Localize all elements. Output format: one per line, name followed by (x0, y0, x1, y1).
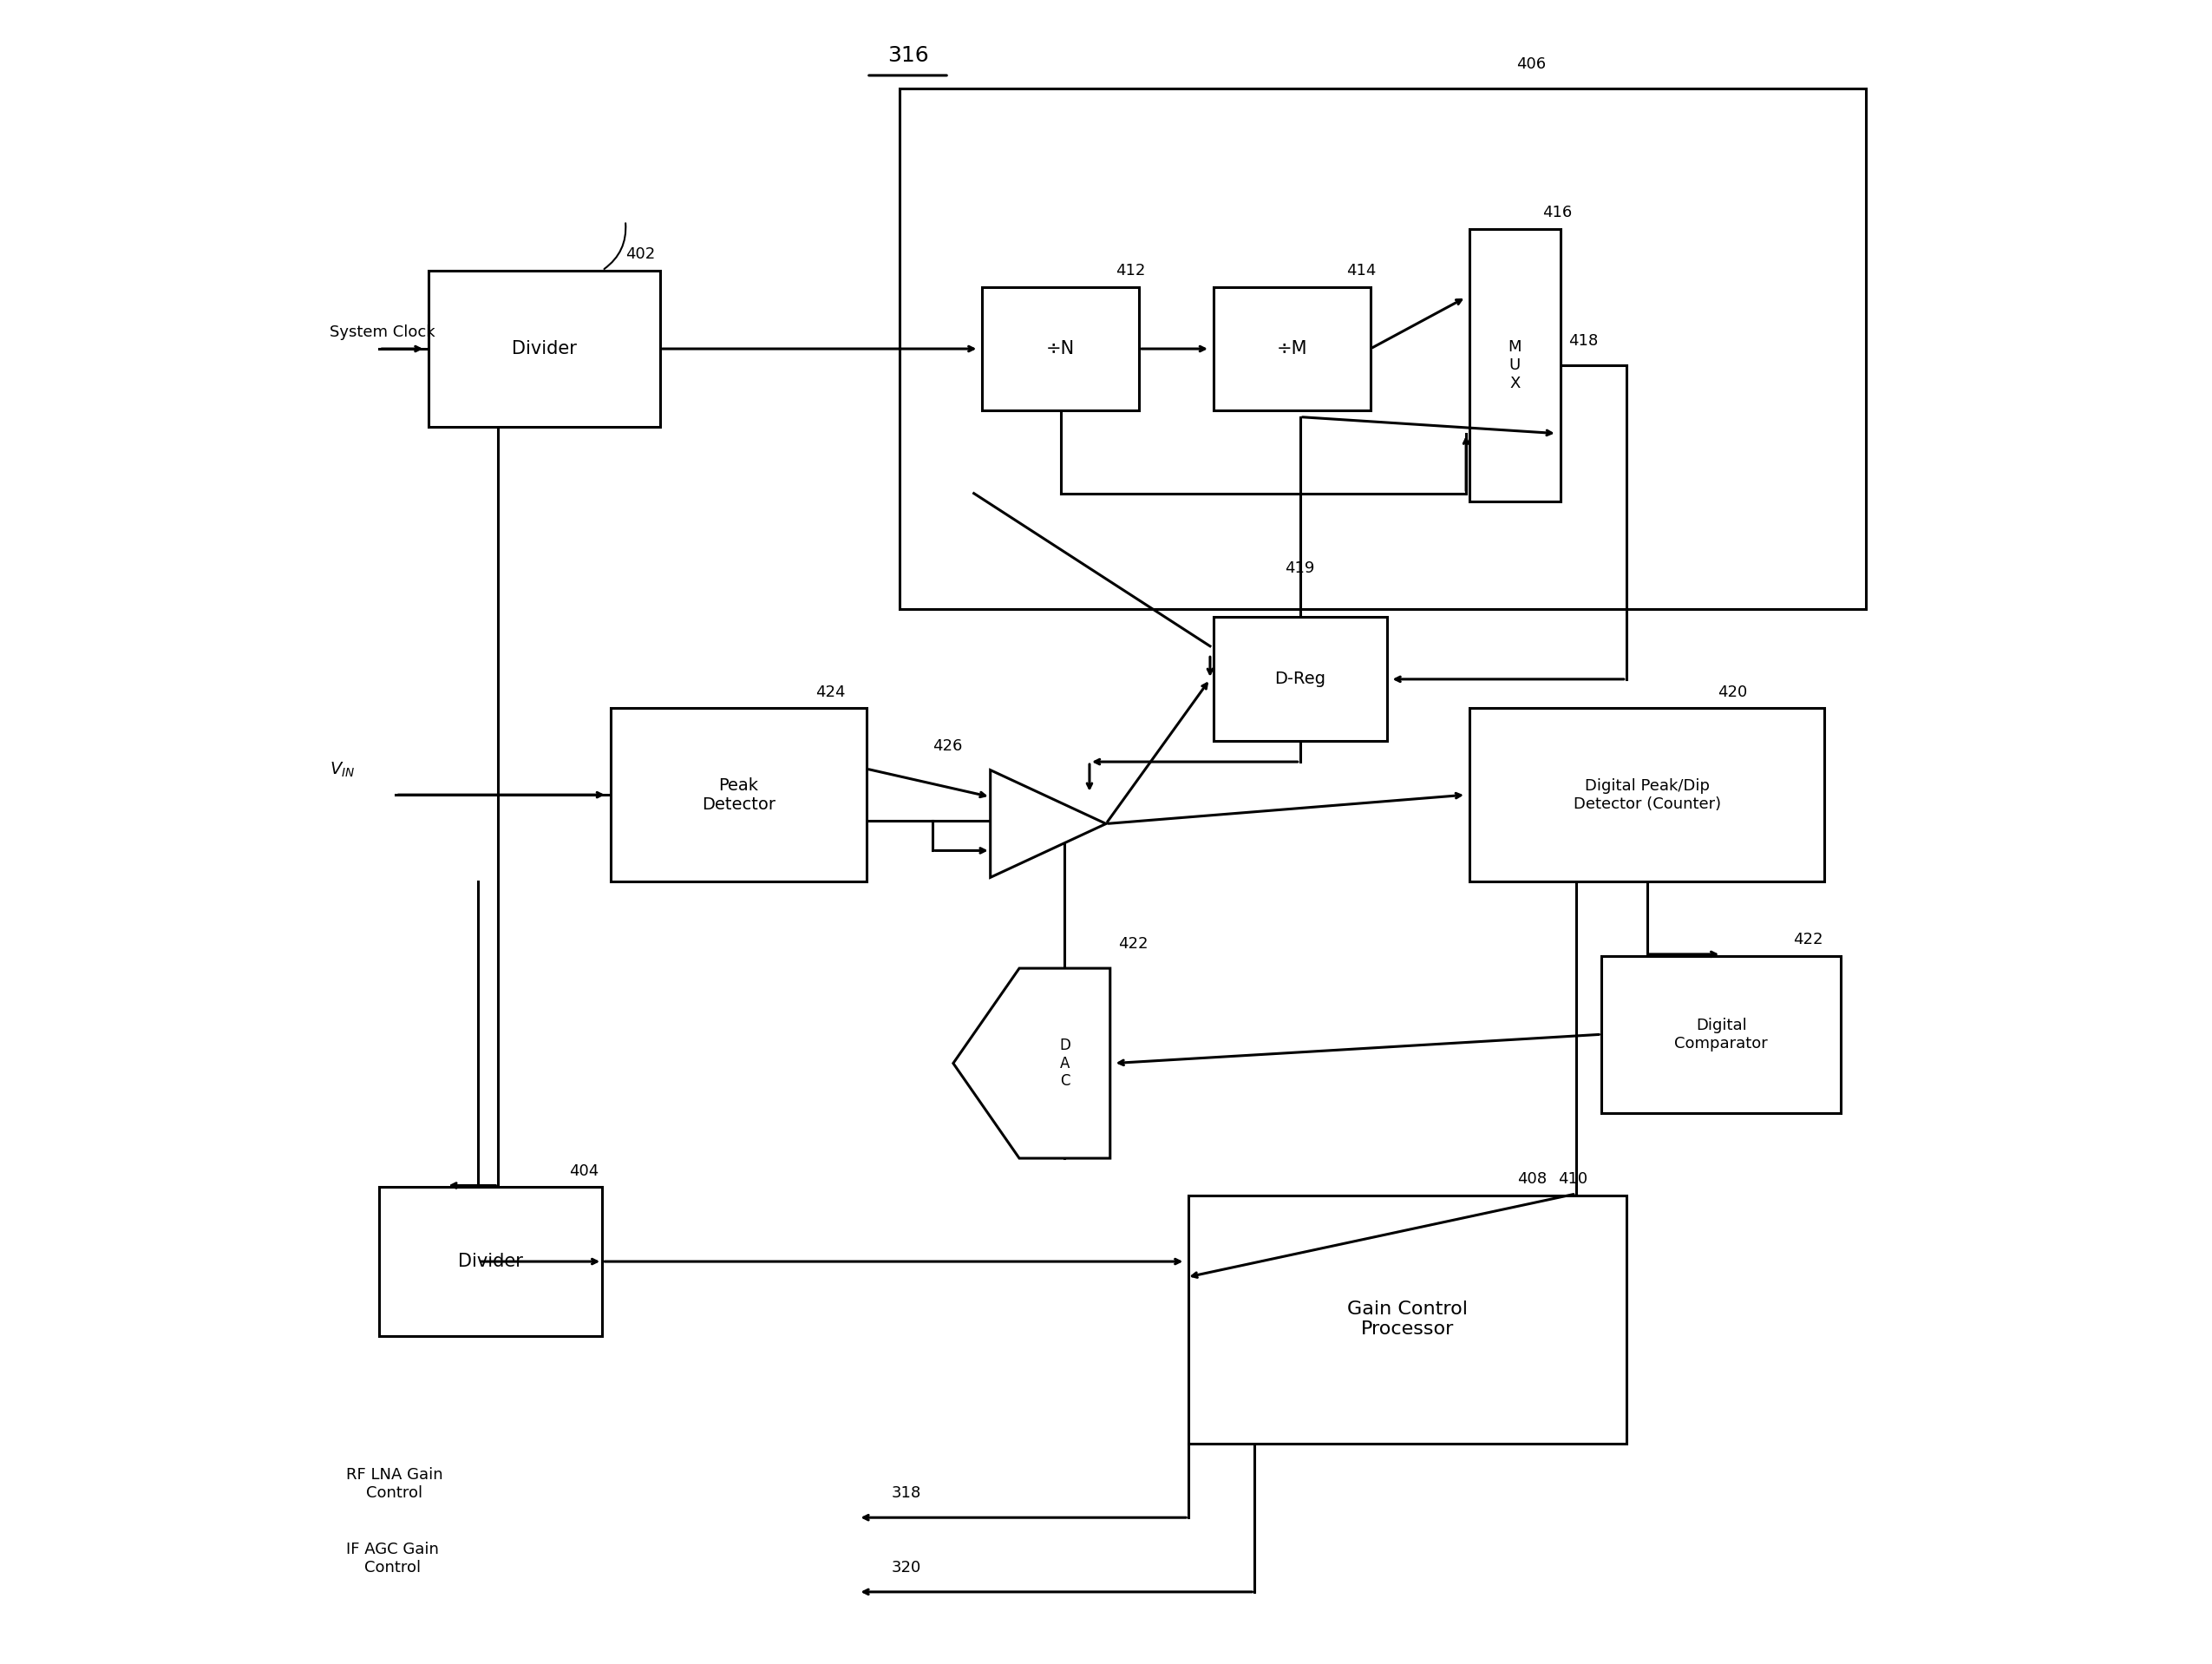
Text: 426: 426 (933, 737, 962, 754)
Polygon shape (953, 968, 1110, 1158)
Text: ÷N: ÷N (1046, 339, 1075, 358)
FancyBboxPatch shape (1469, 709, 1825, 882)
Text: 418: 418 (1568, 333, 1599, 349)
Text: 424: 424 (816, 684, 845, 701)
FancyBboxPatch shape (982, 286, 1139, 411)
Text: Divider: Divider (511, 339, 577, 358)
FancyBboxPatch shape (1601, 955, 1840, 1113)
Text: M
U
X: M U X (1509, 339, 1522, 391)
Text: Digital Peak/Dip
Detector (Counter): Digital Peak/Dip Detector (Counter) (1573, 779, 1721, 812)
Text: 416: 416 (1542, 205, 1573, 221)
Text: 419: 419 (1285, 561, 1314, 576)
FancyBboxPatch shape (1214, 617, 1387, 740)
Text: 404: 404 (568, 1163, 599, 1178)
Polygon shape (991, 770, 1106, 877)
Text: 410: 410 (1557, 1171, 1588, 1186)
Bar (900, 88, 1865, 609)
Text: RF LNA Gain
Control: RF LNA Gain Control (347, 1468, 442, 1501)
Text: 318: 318 (891, 1486, 920, 1501)
Text: Digital
Comparator: Digital Comparator (1674, 1017, 1767, 1052)
Text: 406: 406 (1517, 57, 1546, 72)
FancyBboxPatch shape (1214, 286, 1369, 411)
Text: ÷M: ÷M (1276, 339, 1307, 358)
Text: System Clock: System Clock (330, 324, 436, 339)
Text: 408: 408 (1517, 1171, 1546, 1186)
Text: 316: 316 (887, 45, 929, 67)
FancyBboxPatch shape (1469, 230, 1559, 501)
Text: 412: 412 (1115, 263, 1146, 278)
Text: IF AGC Gain
Control: IF AGC Gain Control (347, 1543, 438, 1576)
FancyBboxPatch shape (429, 270, 659, 428)
Text: Divider: Divider (458, 1253, 524, 1270)
Text: 320: 320 (891, 1559, 920, 1576)
Text: 420: 420 (1719, 684, 1747, 701)
Text: 402: 402 (626, 246, 655, 261)
Text: $V_{IN}$: $V_{IN}$ (330, 760, 354, 779)
Text: D
A
C: D A C (1060, 1037, 1071, 1090)
FancyBboxPatch shape (611, 709, 867, 882)
Text: D-Reg: D-Reg (1274, 671, 1325, 687)
Text: 422: 422 (1119, 937, 1148, 952)
Text: 422: 422 (1794, 932, 1823, 947)
FancyBboxPatch shape (1188, 1195, 1626, 1443)
Text: 414: 414 (1347, 263, 1376, 278)
FancyBboxPatch shape (378, 1186, 602, 1336)
Text: Gain Control
Processor: Gain Control Processor (1347, 1301, 1469, 1338)
Text: Peak
Detector: Peak Detector (701, 777, 776, 812)
